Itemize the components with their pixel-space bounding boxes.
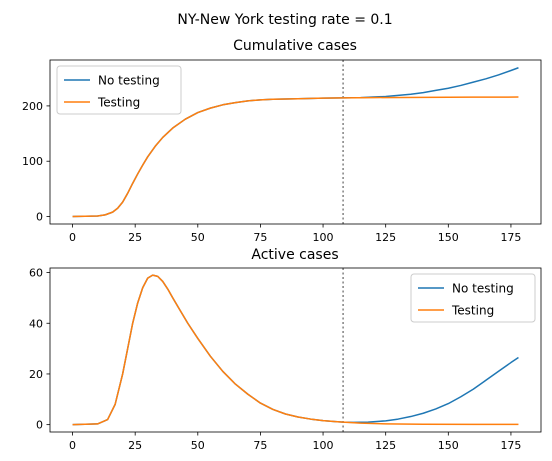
active-cases-ytick-label: 20	[29, 368, 43, 381]
active-cases-axes: Active cases 0 25 50 75 100 125 150 175 0 20 40 60 N…	[29, 247, 542, 452]
cumulative-cases-xtick-label: 0	[69, 231, 76, 244]
cumulative-cases-ytick-label: 100	[22, 155, 43, 168]
cumulative-cases-title: Cumulative cases	[233, 38, 357, 54]
active-cases-xtick-label: 175	[500, 439, 521, 452]
active-cases-xtick-label: 0	[69, 439, 76, 452]
active-cases-xtick-label: 25	[128, 439, 142, 452]
active-cases-legend: No testing Testing	[410, 273, 536, 323]
active-cases-xtick-label: 75	[253, 439, 267, 452]
cumulative-cases-axes: Cumulative cases 0 25 50 75 100 125 150 175 0 100…	[22, 38, 542, 244]
cumulative-cases-ytick-label: 0	[36, 211, 43, 224]
active-cases-xtick-label: 125	[375, 439, 396, 452]
cumulative-cases-series-testing-line	[72, 96, 519, 218]
active-cases-ytick-label: 0	[36, 419, 43, 432]
active-cases-axes-frame	[49, 267, 542, 433]
cumulative-cases-xtick-label: 50	[191, 231, 205, 244]
cumulative-cases-legend-no-testing-label: No testing	[98, 74, 160, 88]
cumulative-cases-xtick-label: 25	[128, 231, 142, 244]
cumulative-cases-xtick-label: 100	[313, 231, 334, 244]
active-cases-legend-no-testing-label: No testing	[452, 282, 514, 296]
cumulative-cases-ytick-label: 200	[22, 100, 43, 113]
cumulative-cases-xtick-label: 175	[500, 231, 521, 244]
active-cases-series-testing-line	[72, 274, 519, 426]
figure-suptitle: NY-New York testing rate = 0.1	[177, 12, 392, 28]
active-cases-ytick-label: 40	[29, 317, 43, 330]
active-cases-xtick-label: 100	[313, 439, 334, 452]
cumulative-cases-legend-testing-label: Testing	[97, 96, 140, 110]
active-cases-ytick-label: 60	[29, 267, 43, 280]
cumulative-cases-axes-frame	[49, 59, 542, 225]
active-cases-xtick-label: 150	[438, 439, 459, 452]
active-cases-legend-testing-label: Testing	[451, 304, 494, 318]
active-cases-title: Active cases	[251, 247, 338, 263]
cumulative-cases-xtick-label: 75	[253, 231, 267, 244]
active-cases-xtick-label: 50	[191, 439, 205, 452]
cumulative-cases-xtick-label: 150	[438, 231, 459, 244]
cumulative-cases-legend: No testing Testing	[56, 65, 182, 115]
cumulative-cases-xtick-label: 125	[375, 231, 396, 244]
